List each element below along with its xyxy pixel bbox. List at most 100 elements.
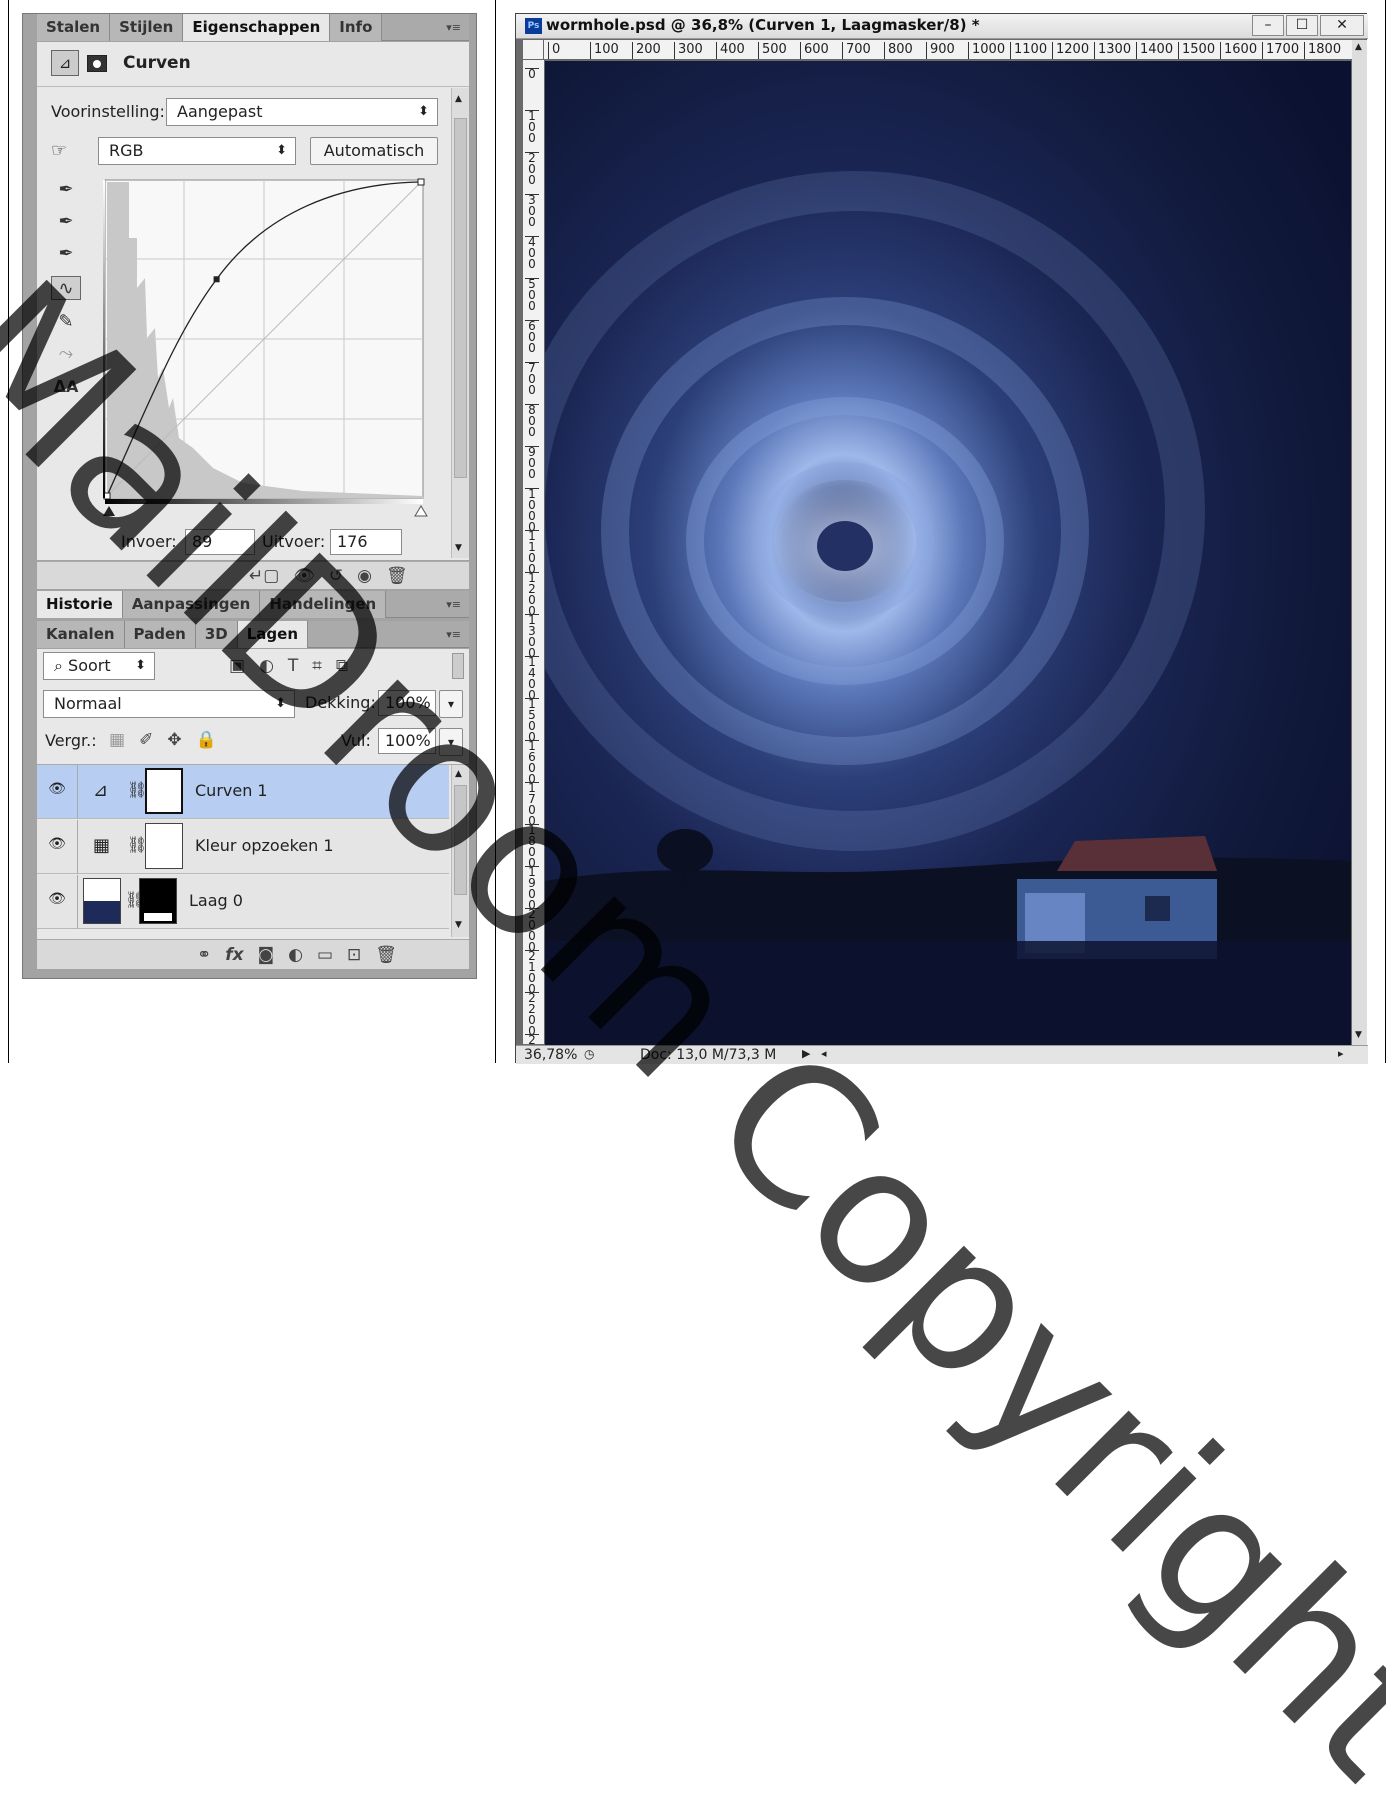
link-icon[interactable]: ⛓ (127, 780, 148, 799)
panel-menu-icon[interactable]: ▾≡ (446, 21, 461, 34)
filter-type-icon[interactable]: T (287, 656, 299, 676)
targeted-adjust-icon[interactable]: ☞ (51, 140, 68, 161)
scroll-up-icon[interactable]: ▲ (455, 94, 462, 104)
eyedropper-gray-icon[interactable]: ✒ (58, 211, 74, 232)
trash-icon[interactable]: 🗑 (386, 566, 408, 586)
filter-pixel-icon[interactable]: ▣ (229, 656, 246, 676)
eye-icon[interactable]: 👁 (48, 781, 66, 797)
reset-icon[interactable]: ↺ (328, 566, 344, 586)
scroll-down-icon[interactable]: ▼ (455, 920, 462, 930)
tab-info[interactable]: Info (330, 14, 383, 41)
layer-mask-thumb[interactable] (145, 768, 183, 814)
pencil-icon[interactable]: ✎ (58, 311, 74, 332)
layer-row-kleur-opzoeken[interactable]: 👁 ▦ ⛓ Kleur opzoeken 1 (37, 820, 449, 874)
visibility-icon[interactable]: ◉ (357, 566, 372, 586)
lock-transparent-icon[interactable]: ▦ (109, 730, 126, 750)
maximize-icon[interactable]: ☐ (1286, 15, 1318, 36)
curves-graph[interactable] (103, 178, 443, 518)
tab-3d[interactable]: 3D (195, 621, 238, 648)
eyedropper-black-icon[interactable]: ✒ (58, 179, 74, 200)
layer-row-curven[interactable]: 👁 ⊿ ⛓ Curven 1 (37, 765, 449, 819)
view-previous-icon[interactable]: 👁 (293, 566, 315, 586)
lock-move-icon[interactable]: ✥ (167, 730, 182, 750)
scroll-up-icon[interactable]: ▲ (1355, 42, 1362, 52)
document-canvas[interactable] (545, 61, 1351, 1045)
layer-filter-dropdown[interactable]: ⌕ Soort ⬍ (43, 652, 155, 680)
scroll-down-icon[interactable]: ▼ (455, 543, 462, 553)
scroll-up-icon[interactable]: ▲ (455, 769, 462, 779)
lock-all-icon[interactable]: 🔒 (195, 730, 217, 750)
properties-footer: ↵▢ 👁 ↺ ◉ 🗑 (37, 561, 469, 589)
tab-lagen[interactable]: Lagen (237, 621, 309, 648)
panel-menu-icon[interactable]: ▾≡ (446, 598, 461, 611)
clipping-warning-icon[interactable]: ᐃA (53, 377, 79, 396)
horizontal-ruler[interactable]: 0 100 200 300 400 500 600 700 800 900 1000 1100 1200… (544, 40, 1352, 60)
trash-icon[interactable]: 🗑 (375, 945, 397, 965)
curves-adjust-icon[interactable]: ⊿ (51, 50, 79, 76)
opacity-field[interactable]: 100% (378, 690, 436, 716)
close-icon[interactable]: ✕ (1320, 15, 1364, 36)
smooth-icon[interactable]: ⤳ (58, 343, 74, 364)
link-layers-icon[interactable]: ⚭ (197, 945, 212, 965)
blend-mode-dropdown[interactable]: Normaal ⬍ (43, 690, 295, 718)
tab-eigenschappen[interactable]: Eigenschappen (183, 14, 331, 41)
properties-scrollbar[interactable]: ▲ ▼ (451, 88, 469, 558)
layers-scrollbar[interactable]: ▲ ▼ (451, 765, 469, 937)
mask-icon[interactable] (87, 55, 107, 72)
canvas-scrollbar[interactable]: ▲ ▼ (1352, 40, 1367, 1045)
tab-historie[interactable]: Historie (37, 591, 123, 618)
tab-aanpassingen[interactable]: Aanpassingen (122, 591, 261, 618)
document-titlebar[interactable]: Ps wormhole.psd @ 36,8% (Curven 1, Laagm… (516, 14, 1368, 39)
new-adjustment-icon[interactable]: ◐ (288, 945, 303, 965)
layer-mask-thumb[interactable] (139, 878, 177, 924)
scroll-thumb[interactable] (454, 785, 467, 895)
scroll-left-icon[interactable]: ◂ (821, 1047, 827, 1060)
eye-icon[interactable]: 👁 (48, 836, 66, 852)
output-field[interactable]: 176 (330, 529, 402, 555)
curve-point-end[interactable] (417, 178, 425, 186)
auto-button[interactable]: Automatisch (310, 137, 438, 165)
curve-edit-icon[interactable]: ∿ (51, 276, 81, 300)
layer-mask-thumb[interactable] (145, 823, 183, 869)
filter-shape-icon[interactable]: ⌗ (312, 656, 322, 676)
scroll-down-icon[interactable]: ▼ (1355, 1030, 1362, 1040)
status-icon[interactable]: ◷ (584, 1047, 595, 1061)
link-icon[interactable]: ⛓ (127, 835, 148, 854)
scroll-right-icon[interactable]: ▸ (1338, 1047, 1344, 1060)
eye-icon[interactable]: 👁 (48, 891, 66, 907)
add-mask-icon[interactable]: ◙ (257, 945, 275, 965)
tab-stalen[interactable]: Stalen (37, 14, 111, 41)
status-menu-icon[interactable]: ▶ (802, 1047, 811, 1060)
ruler-origin[interactable] (523, 40, 544, 60)
curve-point-selected[interactable] (213, 276, 220, 283)
scroll-thumb[interactable] (454, 118, 467, 478)
black-point-slider-icon[interactable] (103, 506, 115, 516)
fx-icon[interactable]: fx (225, 945, 244, 965)
filter-adjustment-icon[interactable]: ◐ (259, 656, 274, 676)
input-field[interactable]: 89 (185, 529, 255, 555)
filter-toggle[interactable] (452, 653, 464, 679)
fill-dropdown-icon[interactable]: ▾ (439, 728, 463, 756)
zoom-readout[interactable]: 36,78% (524, 1047, 578, 1063)
layer-image-thumb[interactable] (83, 878, 121, 924)
tab-kanalen[interactable]: Kanalen (37, 621, 125, 648)
layer-row-laag0[interactable]: 👁 ⛓ Laag 0 (37, 875, 449, 929)
clip-to-layer-icon[interactable]: ↵▢ (249, 566, 280, 586)
channel-dropdown[interactable]: RGB ⬍ (98, 137, 296, 165)
panel-menu-icon[interactable]: ▾≡ (446, 628, 461, 641)
new-layer-icon[interactable]: ⊡ (347, 945, 362, 965)
opacity-dropdown-icon[interactable]: ▾ (439, 690, 463, 718)
white-point-slider-icon[interactable] (414, 505, 428, 517)
tab-stijlen[interactable]: Stijlen (110, 14, 184, 41)
preset-dropdown[interactable]: Aangepast ⬍ (166, 98, 438, 126)
filter-smart-icon[interactable]: ⧉ (335, 656, 349, 676)
layer-name: Laag 0 (189, 891, 243, 910)
minimize-icon[interactable]: – (1252, 15, 1284, 36)
tab-handelingen[interactable]: Handelingen (260, 591, 387, 618)
tab-paden[interactable]: Paden (124, 621, 196, 648)
new-group-icon[interactable]: ▭ (316, 945, 334, 965)
eyedropper-white-icon[interactable]: ✒ (58, 243, 74, 264)
fill-field[interactable]: 100% (378, 728, 436, 754)
lock-paint-icon[interactable]: ✐ (139, 730, 154, 750)
